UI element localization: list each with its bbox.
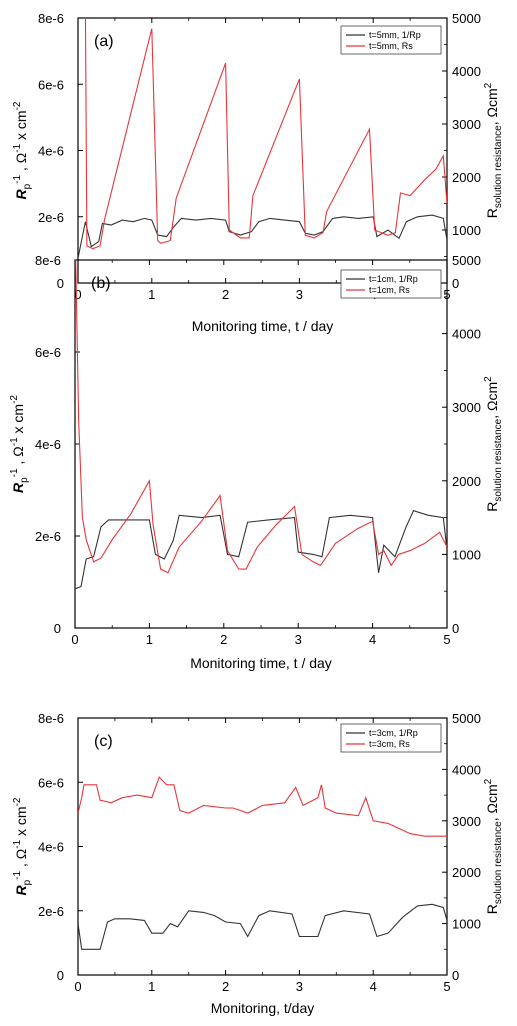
y-left-tick-label: 2e-6 <box>38 210 64 225</box>
y-right-tick-label: 2000 <box>452 474 481 489</box>
y-left-tick-label: 6e-6 <box>38 775 64 790</box>
chart-panel-2: 0 1 2 3 4 502e-64e-66e-68e-601000200030004000… <box>9 253 504 671</box>
x-axis-title: Monitoring time, t / day <box>190 655 332 671</box>
y-right-tick-label: 2000 <box>452 865 481 880</box>
legend: t=3cm, 1/Rpt=3cm, Rs <box>340 723 442 753</box>
legend-label-1: t=3cm, 1/Rp <box>369 728 418 738</box>
x-tick-label: 2 <box>222 979 229 994</box>
y-left-tick-label: 8e-6 <box>38 11 64 26</box>
y-right-tick-label: 1000 <box>452 223 481 238</box>
x-tick-label: 0 <box>71 632 78 647</box>
y-right-tick-label: 1000 <box>452 917 481 932</box>
legend-box <box>340 25 442 55</box>
x-tick-label: 5 <box>443 979 450 994</box>
x-tick-label: 1 <box>146 632 153 647</box>
x-tick-label: 5 <box>443 632 450 647</box>
legend: t=5mm, 1/Rpt=5mm, Rs <box>340 25 442 55</box>
y-left-tick-label: 0 <box>57 968 64 983</box>
y-right-tick-label: 1000 <box>452 547 481 562</box>
x-tick-label: 3 <box>295 632 302 647</box>
x-tick-label: 4 <box>370 979 377 994</box>
y-right-axis-title: Rsolution resistance, Ωcm2 <box>483 376 504 512</box>
y-right-tick-label: 0 <box>452 621 459 636</box>
x-tick-label: 3 <box>296 979 303 994</box>
y-right-tick-label: 5000 <box>452 253 481 268</box>
y-left-tick-label: 8e-6 <box>38 711 64 726</box>
legend-label-2: t=5mm, Rs <box>369 41 413 51</box>
y-right-tick-label: 0 <box>452 276 459 291</box>
legend-label-1: t=1cm, 1/Rp <box>369 274 418 284</box>
plot-frame <box>77 717 448 976</box>
x-tick-label: 0 <box>74 979 81 994</box>
chart-panel-3: 0 1 2 3 4 502e-64e-66e-68e-601000200030004000… <box>12 711 504 1016</box>
y-left-tick-label: 4e-6 <box>38 840 64 855</box>
y-right-axis-title: Rsolution resistance, Ωcm2 <box>483 82 504 218</box>
legend-label-2: t=1cm, Rs <box>369 285 410 295</box>
y-right-tick-label: 5000 <box>452 11 481 26</box>
y-left-tick-label: 0 <box>57 276 64 291</box>
y-left-tick-label: 6e-6 <box>35 345 61 360</box>
legend-box <box>340 723 442 753</box>
panel-label: (b) <box>91 275 111 292</box>
legend-label-2: t=3cm, Rs <box>369 739 410 749</box>
x-tick-label: 2 <box>222 287 229 302</box>
y-right-tick-label: 4000 <box>452 327 481 342</box>
x-tick-label: 0 <box>74 287 81 302</box>
x-axis-title: Monitoring, t/day <box>211 1000 315 1016</box>
panel-label: (c) <box>94 733 113 750</box>
y-left-tick-label: 6e-6 <box>38 77 64 92</box>
y-left-axis-title: Rp-1 , Ω-1 x cm-2 <box>9 395 30 493</box>
y-right-tick-label: 4000 <box>452 762 481 777</box>
series-line-2 <box>78 776 447 837</box>
y-left-tick-label: 2e-6 <box>35 529 61 544</box>
x-tick-label: 3 <box>296 287 303 302</box>
y-left-tick-label: 4e-6 <box>35 437 61 452</box>
legend-label-1: t=5mm, 1/Rp <box>369 30 421 40</box>
legend-box <box>340 269 442 299</box>
y-left-tick-label: 8e-6 <box>35 253 61 268</box>
plot-frame <box>74 259 448 629</box>
plot-frame <box>77 17 448 284</box>
series-line-1 <box>78 903 447 950</box>
series-line-1 <box>78 214 447 259</box>
y-right-axis-title: Rsolution resistance, Ωcm2 <box>483 778 504 914</box>
y-right-tick-label: 0 <box>452 968 459 983</box>
x-tick-label: 4 <box>369 632 376 647</box>
y-left-tick-label: 2e-6 <box>38 904 64 919</box>
y-left-tick-label: 0 <box>54 621 61 636</box>
y-right-tick-label: 3000 <box>452 814 481 829</box>
chart-panel-1: 01234502e-64e-66e-68e-601000200030004000… <box>12 11 504 334</box>
y-left-axis-title: Rp-1 , Ω-1 x cm-2 <box>12 101 33 199</box>
x-tick-label: 1 <box>148 287 155 302</box>
y-right-tick-label: 2000 <box>452 170 481 185</box>
panel-label: (a) <box>94 33 114 50</box>
y-left-tick-label: 4e-6 <box>38 144 64 159</box>
legend: t=1cm, 1/Rpt=1cm, Rs <box>340 269 442 299</box>
series-line-1 <box>75 510 447 590</box>
series-line-2 <box>75 260 447 574</box>
series-line-2 <box>84 18 447 250</box>
y-right-tick-label: 3000 <box>452 117 481 132</box>
y-right-tick-label: 5000 <box>452 711 481 726</box>
x-tick-label: 2 <box>220 632 227 647</box>
x-axis-title: Monitoring time, t / day <box>192 318 334 334</box>
y-left-axis-title: Rp-1 , Ω-1 x cm-2 <box>12 797 33 895</box>
x-tick-label: 1 <box>148 979 155 994</box>
y-right-tick-label: 4000 <box>452 64 481 79</box>
y-right-tick-label: 3000 <box>452 400 481 415</box>
